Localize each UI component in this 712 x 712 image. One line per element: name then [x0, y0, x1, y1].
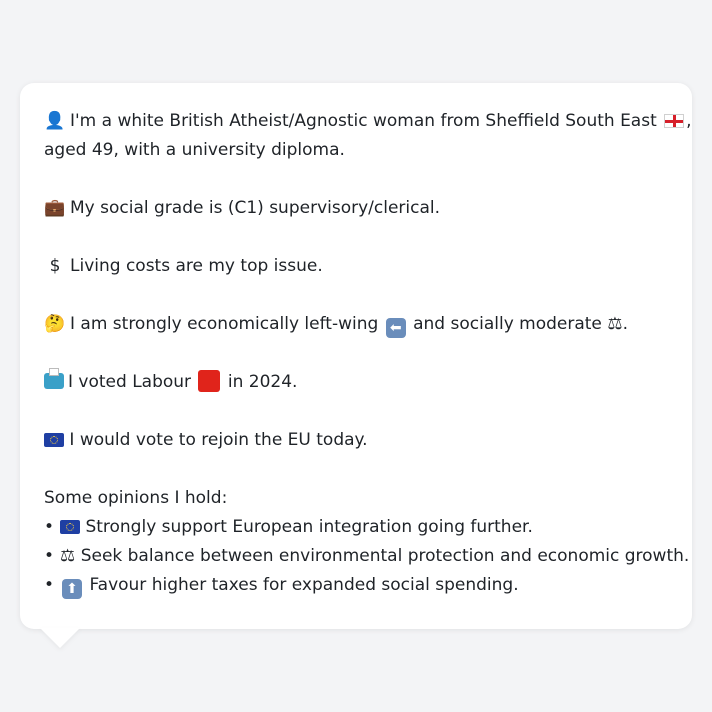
eu-flag-icon: [44, 433, 64, 447]
bubble-tail: [40, 628, 80, 648]
ideology-text-2: and socially moderate: [413, 314, 602, 334]
opinion-text: Favour higher taxes for expanded social …: [89, 575, 519, 595]
ideology-text-1: I am strongly economically left-wing: [70, 314, 379, 334]
opinion-item: • Strongly support European integration …: [44, 517, 533, 537]
social-grade-line: 💼 My social grade is (C1) supervisory/cle…: [44, 194, 668, 223]
balance-scale-icon: ⚖: [607, 314, 623, 334]
top-issue-text: Living costs are my top issue.: [70, 256, 323, 276]
top-issue-line: $ Living costs are my top issue.: [44, 252, 668, 281]
ballot-box-icon: [44, 368, 64, 389]
dollar-sign-icon: $: [49, 256, 61, 276]
england-flag-icon: [664, 114, 685, 128]
identity-comma: ,: [686, 111, 692, 131]
ideology-line: 🤔 I am strongly economically left-wing ⬅ …: [44, 310, 668, 339]
opinion-text: Seek balance between environmental prote…: [80, 546, 690, 566]
opinion-text: Strongly support European integration go…: [85, 517, 533, 537]
ideology-period: .: [622, 314, 628, 334]
identity-text: I'm a white British Atheist/Agnostic wom…: [70, 111, 657, 131]
eu-text: I would vote to rejoin the EU today.: [69, 430, 368, 450]
eu-flag-icon: [60, 520, 81, 534]
thinking-face-icon: 🤔: [44, 314, 66, 334]
up-arrow-icon: ⬆: [62, 579, 83, 599]
vote-text-2: in 2024.: [227, 372, 298, 392]
balance-scale-icon: ⚖: [60, 546, 76, 566]
profile-identity-line-cont: aged 49, with a university diploma.: [44, 140, 345, 160]
person-icon: 👤: [44, 111, 66, 131]
social-grade-text: My social grade is (C1) supervisory/cler…: [70, 198, 441, 218]
opinions-heading: Some opinions I hold:: [44, 488, 228, 508]
briefcase-icon: 💼: [44, 198, 66, 218]
eu-line: I would vote to rejoin the EU today.: [44, 426, 668, 455]
left-arrow-icon: ⬅: [385, 318, 406, 338]
message-bubble: 👤 I'm a white British Atheist/Agnostic wo…: [20, 83, 692, 629]
vote-text-1: I voted Labour: [68, 372, 192, 392]
opinion-item: • ⬆ Favour higher taxes for expanded soci…: [44, 575, 519, 599]
opinion-item: • ⚖ Seek balance between environmental pr…: [44, 546, 690, 566]
red-square-icon: [198, 370, 221, 392]
profile-identity-line: 👤 I'm a white British Atheist/Agnostic wo…: [44, 107, 691, 136]
vote-line: I voted Labour in 2024.: [44, 368, 668, 397]
